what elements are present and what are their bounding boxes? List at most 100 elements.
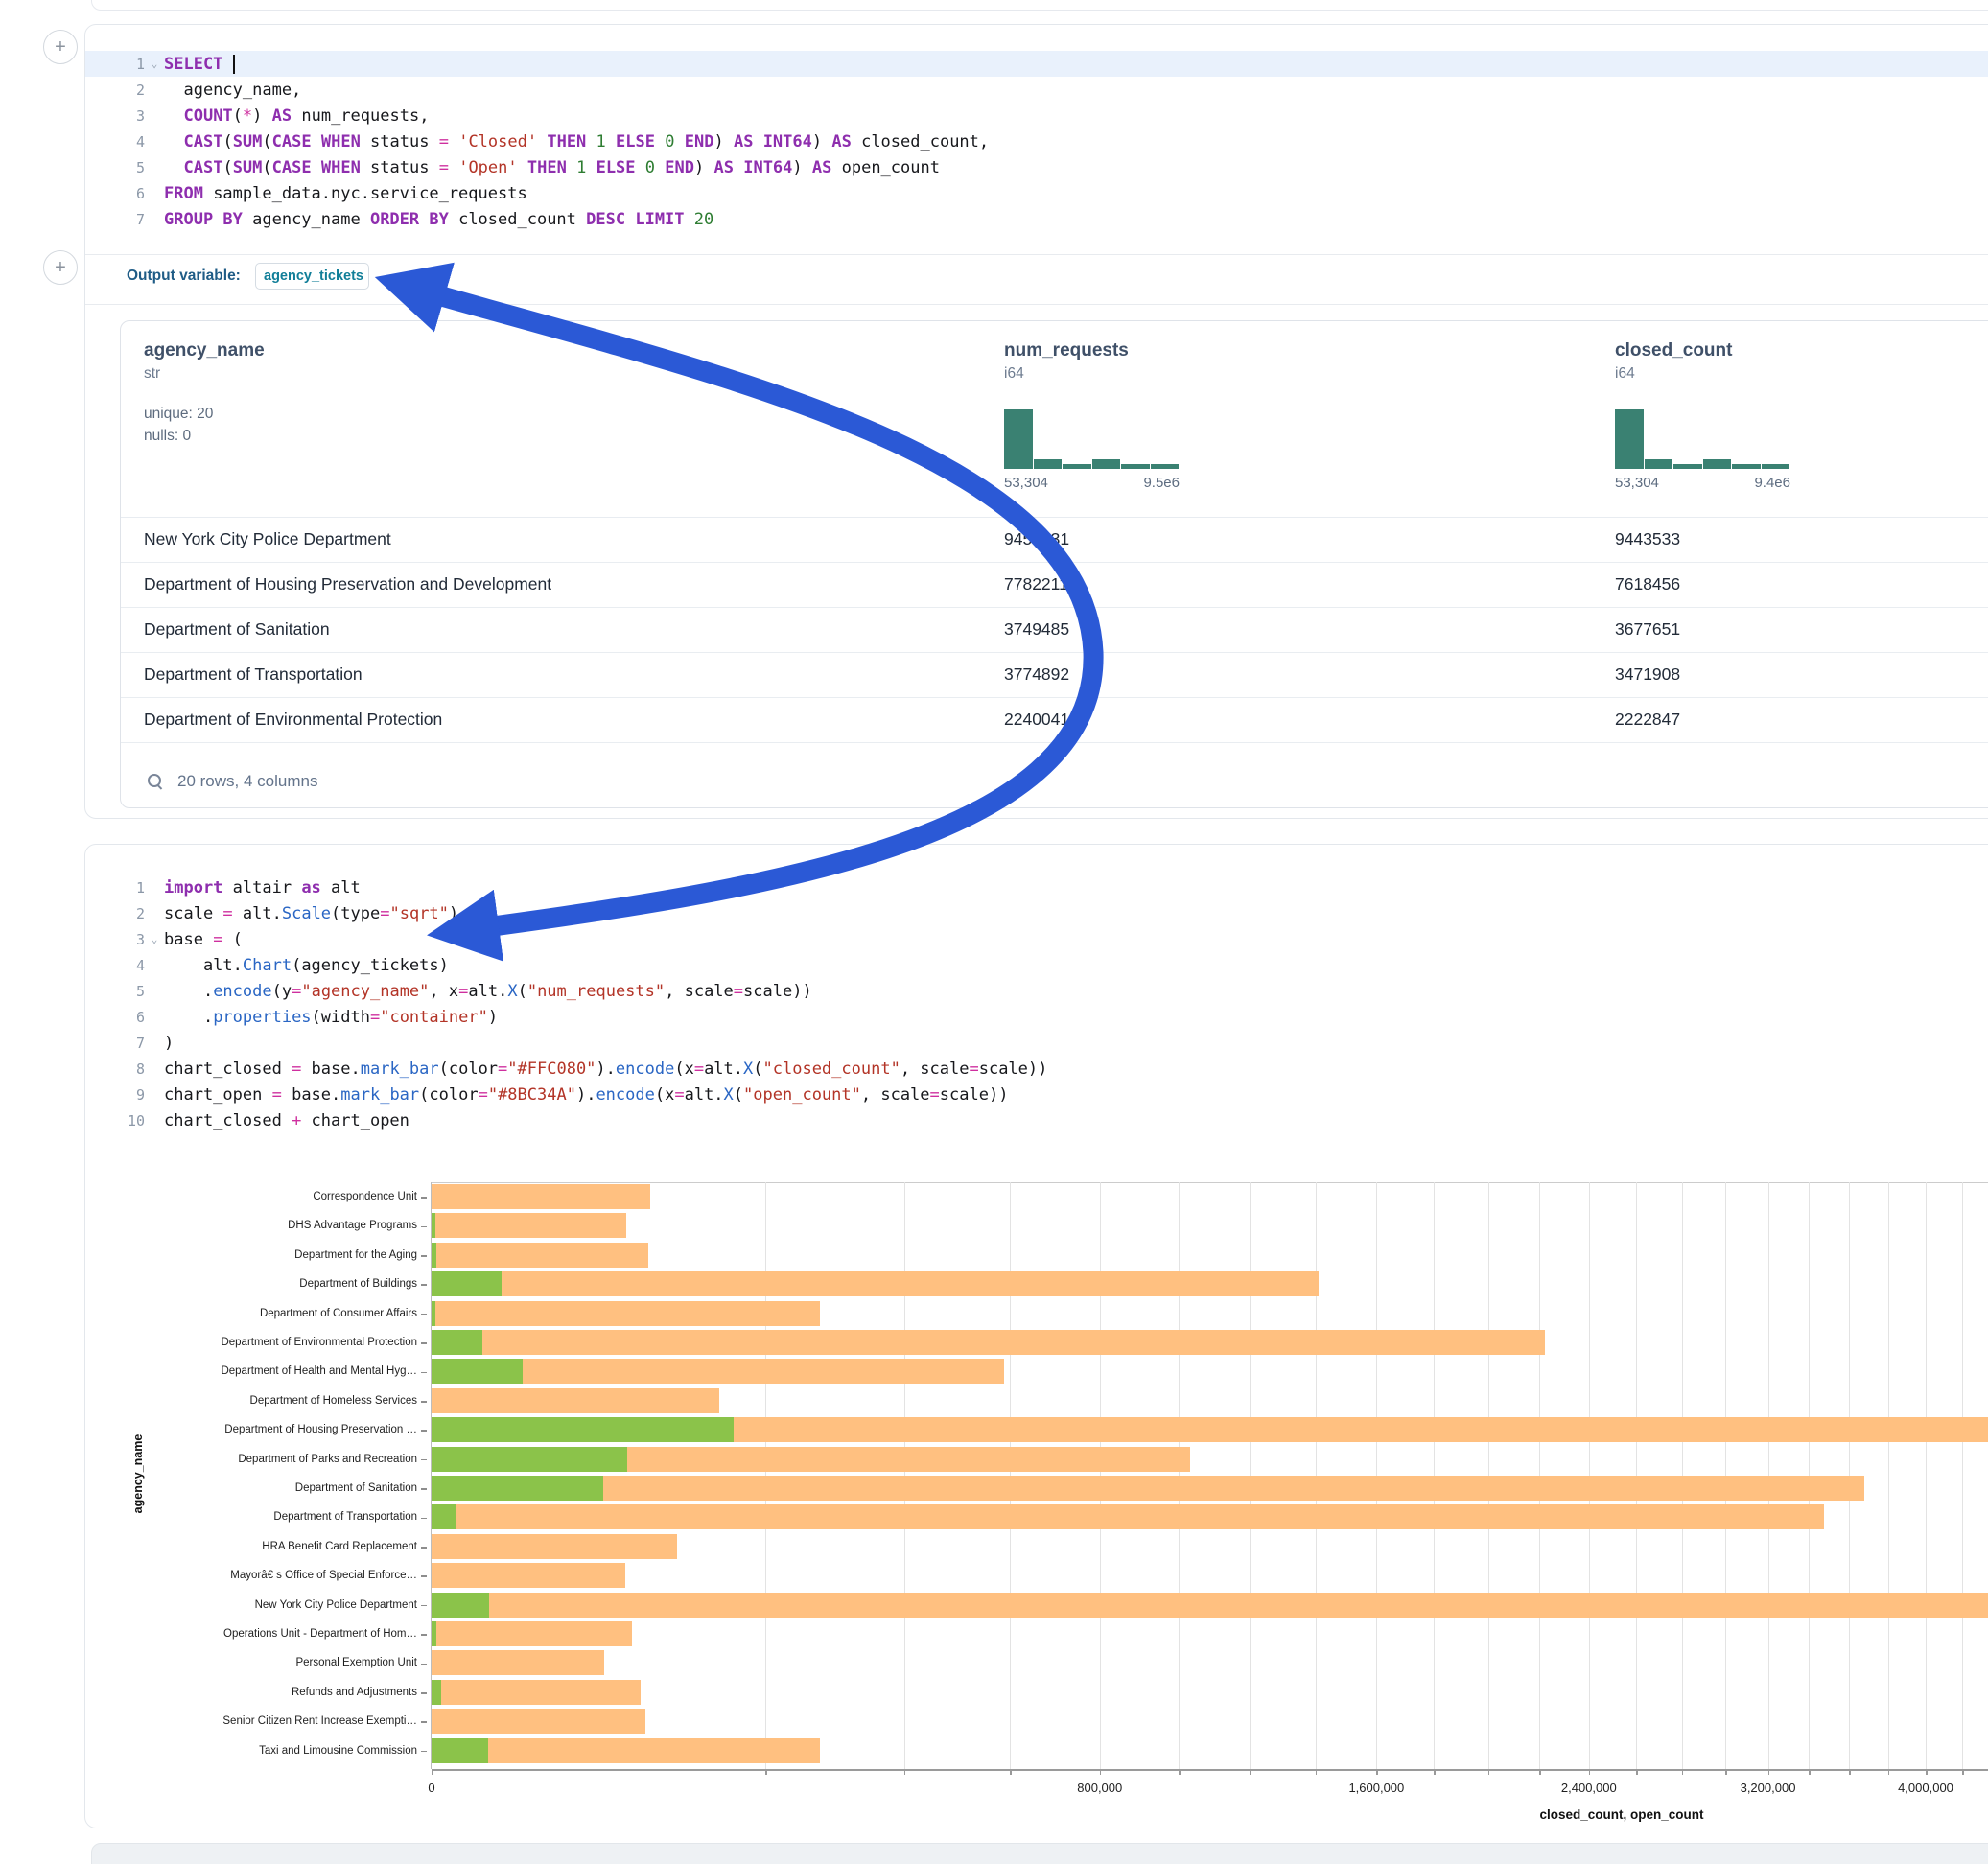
column-header-agency_name[interactable]: agency_namestrunique: 20nulls: 0 [144,340,265,361]
x-axis-tick [1376,1769,1378,1775]
table-row: Department of Housing Preservation and D… [121,562,1988,608]
y-axis-label: Department of Housing Preservation … [124,1415,417,1444]
column-stat: unique: 20 [144,406,213,423]
bar-open-count [432,1447,627,1472]
bar-closed-count [432,1621,632,1646]
divider [85,304,1988,305]
x-axis-tick [1010,1769,1012,1775]
x-axis-tick [1725,1769,1727,1775]
y-axis-tick [421,1518,427,1520]
table-row-count: 20 rows, 4 columns [177,772,317,791]
bar-open-count [432,1738,488,1763]
y-axis-label: Operations Unit - Department of Hom… [124,1619,417,1648]
table-cell-num_requests: 3749485 [1004,619,1069,640]
table-row: Department of Transportation377489234719… [121,652,1988,698]
y-axis-tick [421,1255,427,1257]
next-cell-edge [91,1843,1988,1864]
x-axis-tick [1539,1769,1541,1775]
column-header-num_requests[interactable]: num_requestsi6453,3049.5e6 [1004,340,1129,361]
previous-cell-edge [91,0,1988,11]
plus-icon: + [55,37,66,57]
x-axis-tick [1100,1769,1102,1775]
x-axis-tick [1849,1769,1851,1775]
table-cell-num_requests: 9453131 [1004,529,1069,549]
x-axis-tick [1250,1769,1251,1775]
y-axis-label: Department of Buildings [124,1270,417,1298]
bar-closed-count [432,1184,650,1209]
y-axis-label: Department for the Aging [124,1241,417,1270]
column-type: i64 [1615,365,1635,383]
divider [85,254,1988,255]
output-variable-pill[interactable]: agency_tickets [255,263,369,290]
table-row: Department of Environmental Protection22… [121,697,1988,743]
column-type: i64 [1004,365,1024,383]
x-axis-tick [1488,1769,1490,1775]
y-axis-label: New York City Police Department [124,1591,417,1619]
y-axis-tick [421,1459,427,1461]
plus-icon: + [55,258,66,277]
table-cell-agency_name: New York City Police Department [144,529,391,549]
x-axis-title: closed_count, open_count [1539,1807,1703,1822]
sql-editor[interactable]: 1⌄SELECT 2 agency_name,3 COUNT(*) AS num… [85,51,1988,232]
table-cell-closed_count: 7618456 [1615,574,1680,594]
y-axis-label: Refunds and Adjustments [124,1678,417,1707]
fold-chevron-icon[interactable]: ⌄ [145,58,164,70]
table-cell-num_requests: 2240041 [1004,710,1069,730]
code-line[interactable]: 3 COUNT(*) AS num_requests, [85,103,1988,128]
x-axis-tick [1888,1769,1890,1775]
y-axis-tick [421,1488,427,1490]
table-cell-num_requests: 7782211 [1004,574,1068,594]
x-axis-label: 800,000 [1077,1781,1122,1795]
y-axis-tick [421,1751,427,1753]
column-header-closed_count[interactable]: closed_counti6453,3049.4e6 [1615,340,1732,361]
y-axis-tick [421,1547,427,1549]
y-axis-tick [421,1430,427,1432]
y-axis-label: Personal Exemption Unit [124,1648,417,1677]
y-axis-tick [421,1575,427,1577]
column-type: str [144,365,160,383]
add-cell-button-top[interactable]: + [43,30,78,64]
bar-closed-count [432,1388,719,1413]
code-line[interactable]: 5 CAST(SUM(CASE WHEN status = 'Open' THE… [85,154,1988,180]
table-cell-closed_count: 2222847 [1615,710,1680,730]
sql-cell: 1⌄SELECT 2 agency_name,3 COUNT(*) AS num… [84,24,1988,819]
y-axis-label: HRA Benefit Card Replacement [124,1532,417,1561]
column-stat: nulls: 0 [144,428,191,445]
y-axis-tick [421,1372,427,1374]
x-axis-label: 4,000,000 [1898,1781,1953,1795]
python-cell: 1import altair as alt2scale = alt.Scale(… [84,844,1988,1829]
y-axis-tick [421,1605,427,1607]
add-cell-button-output[interactable]: + [43,250,78,285]
x-axis-tick [904,1769,906,1775]
bar-closed-count [432,1330,1545,1355]
x-axis-tick [1809,1769,1811,1775]
code-line[interactable]: 1⌄SELECT [85,51,1988,77]
y-axis-label: Department of Parks and Recreation [124,1445,417,1474]
line-number: 4 [136,133,145,151]
code-line[interactable]: 7GROUP BY agency_name ORDER BY closed_co… [85,206,1988,232]
code-line[interactable]: 4 CAST(SUM(CASE WHEN status = 'Closed' T… [85,128,1988,154]
bar-open-count [432,1243,436,1268]
y-axis-label: Mayorâ€ s Office of Special Enforce… [124,1561,417,1590]
y-axis-label: DHS Advantage Programs [124,1211,417,1240]
x-axis-tick [1926,1769,1928,1775]
table-row: New York City Police Department945313194… [121,517,1988,563]
x-axis-label: 0 [428,1781,434,1795]
table-cell-closed_count: 3677651 [1615,619,1680,640]
line-number: 3 [136,107,145,125]
bar-closed-count [432,1243,648,1268]
y-axis-label: Taxi and Limousine Commission [124,1736,417,1765]
y-axis-tick [421,1664,427,1666]
code-line[interactable]: 2 agency_name, [85,77,1988,103]
gridline [1926,1182,1927,1769]
x-axis-tick [1682,1769,1684,1775]
search-icon[interactable] [148,774,162,788]
bar-closed-count [432,1680,641,1705]
x-axis-tick [1179,1769,1181,1775]
y-axis-tick [421,1692,427,1694]
y-axis-tick [421,1314,427,1316]
y-axis-label: Department of Environmental Protection [124,1328,417,1357]
code-line[interactable]: 6FROM sample_data.nyc.service_requests [85,180,1988,206]
x-axis-tick [1589,1769,1591,1775]
bar-open-count [432,1330,482,1355]
